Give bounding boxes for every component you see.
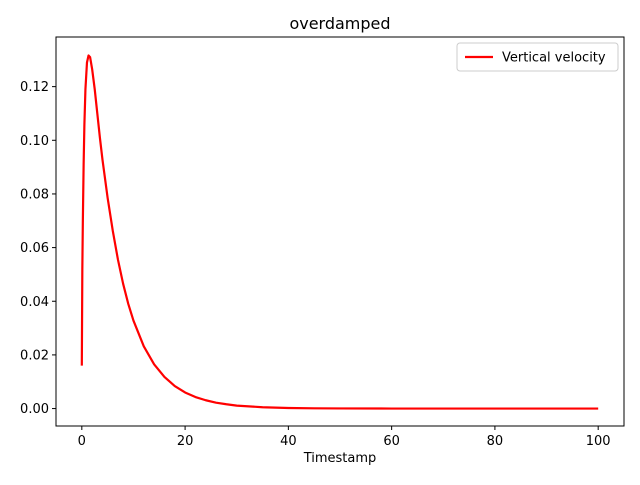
legend: Vertical velocity bbox=[456, 42, 619, 72]
x-tick-label: 20 bbox=[177, 434, 194, 449]
legend-box bbox=[456, 42, 619, 72]
x-tick-label: 40 bbox=[280, 434, 297, 449]
x-tick-label: 80 bbox=[487, 434, 504, 449]
y-tick-label: 0.00 bbox=[20, 402, 49, 417]
axes-frame bbox=[55, 36, 625, 427]
legend-label: Vertical velocity bbox=[502, 51, 606, 66]
x-tick-label: 0 bbox=[78, 434, 86, 449]
y-tick-label: 0.08 bbox=[20, 187, 49, 202]
plot-layer: 0 20 40 60 80 100 0.00 0.02 0.04 0.06 0.08 0.10 0.12 bbox=[20, 36, 625, 449]
chart-title: overdamped bbox=[289, 14, 390, 33]
x-axis-label: Timestamp bbox=[303, 451, 377, 466]
y-tick-label: 0.06 bbox=[20, 241, 49, 256]
y-tick-label: 0.10 bbox=[20, 134, 49, 149]
series-line-0 bbox=[80, 54, 599, 410]
y-tick-label: 0.04 bbox=[20, 295, 49, 310]
x-tick-label: 60 bbox=[383, 434, 400, 449]
y-tick-label: 0.12 bbox=[20, 80, 49, 95]
y-tick-label: 0.02 bbox=[20, 348, 49, 363]
x-tick-label: 100 bbox=[586, 434, 611, 449]
